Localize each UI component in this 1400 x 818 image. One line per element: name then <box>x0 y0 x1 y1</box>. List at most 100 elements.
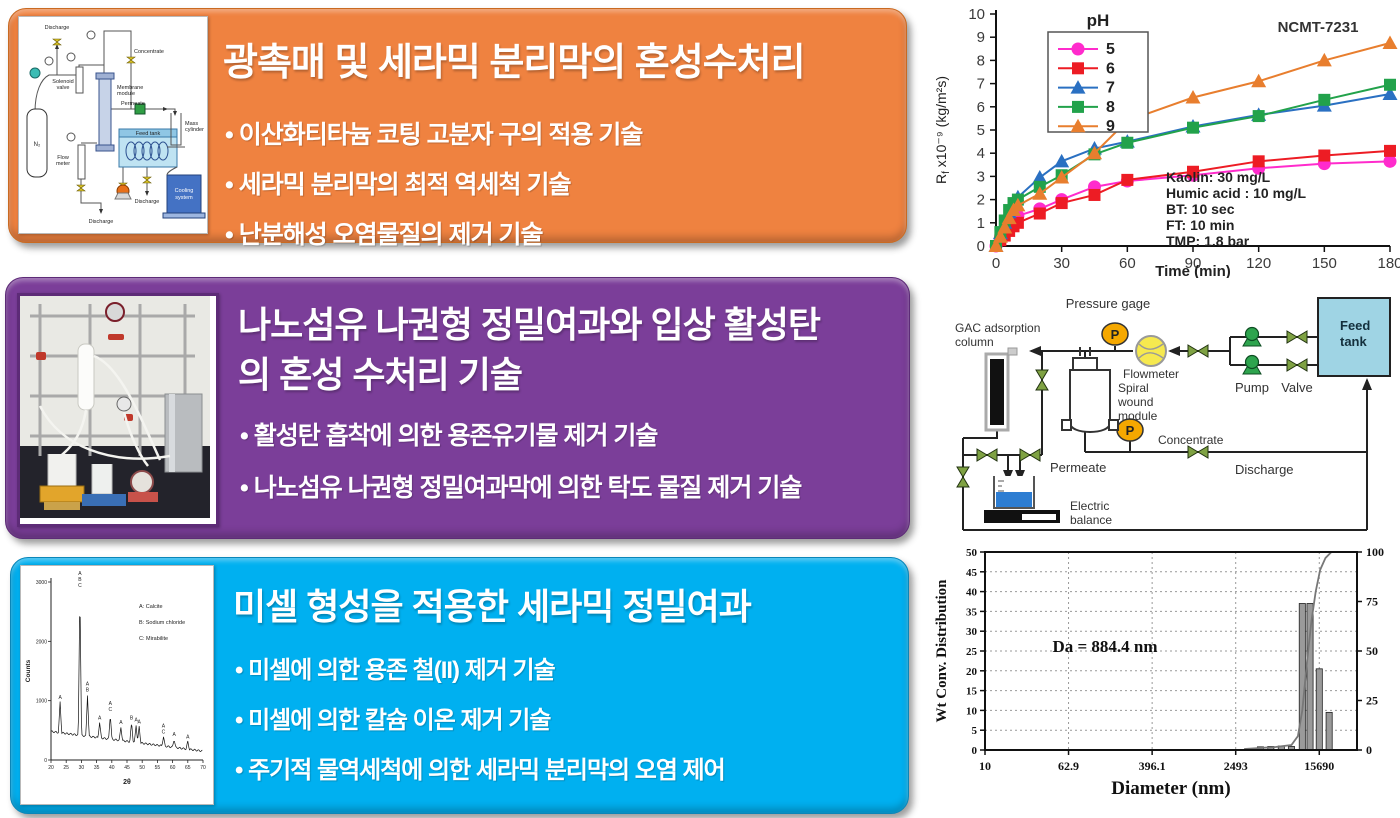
module-neck <box>1079 347 1091 356</box>
photo-filter-column <box>77 343 95 411</box>
balance-display <box>1022 514 1056 520</box>
svg-text:150: 150 <box>1312 255 1337 272</box>
svg-text:B: B <box>78 577 82 583</box>
xrd-trace <box>50 616 203 753</box>
flux-xlabel: Time (min) <box>1155 263 1231 278</box>
photo-gauge <box>105 302 125 322</box>
svg-text:30: 30 <box>79 765 85 771</box>
xrd-axes <box>50 578 203 761</box>
svg-text:120: 120 <box>1246 255 1271 272</box>
svg-text:75: 75 <box>1366 595 1378 609</box>
photo-steel-highlight <box>169 394 175 472</box>
svg-text:396.1: 396.1 <box>1139 759 1166 773</box>
flux-chart: 0 1 2 3 4 5 6 7 8 9 10 0 30 60 90 120 150 180 Time (min) Rf… <box>933 6 1400 280</box>
svg-text:B: B <box>86 688 90 694</box>
label-mass-2: cylinder <box>185 127 204 133</box>
label-solenoid-1: Solenoid <box>52 79 73 85</box>
membrane-cap-top <box>95 72 115 80</box>
svg-text:C: C <box>162 730 166 736</box>
photo-beaker-2 <box>91 464 113 495</box>
label-feed-tank: Feed tank <box>136 131 161 137</box>
bullet-list: 미셀에 의한 용존 철(II) 제거 기술 미셀에 의한 칼슘 이온 제거 기술… <box>235 650 726 785</box>
bullet-item: 세라믹 분리막의 최적 역세척 기술 <box>225 165 642 201</box>
flux-ticks: 0 1 2 3 4 5 6 7 8 9 10 0 30 60 90 120 150 180 <box>968 6 1400 272</box>
module-body <box>1069 369 1111 433</box>
flowmeter-marks <box>1138 343 1164 359</box>
svg-text:Humic acid : 10 mg/L: Humic acid : 10 mg/L <box>1166 185 1306 201</box>
bullet-item: 난분해성 오염물질의 제거 기술 <box>225 215 642 251</box>
svg-text:25: 25 <box>1366 694 1378 708</box>
gauge-small-4 <box>66 132 76 142</box>
xrd-xlabel: 2θ <box>123 779 131 786</box>
svg-text:60: 60 <box>1119 255 1136 272</box>
svg-text:30: 30 <box>1053 255 1070 272</box>
svg-text:A: A <box>162 724 166 730</box>
svg-text:20: 20 <box>48 765 54 771</box>
photo-beaker-1 <box>47 454 77 487</box>
svg-text:5: 5 <box>1106 41 1115 58</box>
xrd-ticks: 0 1000 2000 3000 20 25 30 35 40 45 50 55 60 65 70 <box>36 580 206 771</box>
svg-text:8: 8 <box>977 52 985 69</box>
svg-text:8: 8 <box>1106 99 1115 116</box>
svg-text:180: 180 <box>1377 255 1400 272</box>
label-flow-1: Flow <box>57 155 69 161</box>
svg-text:C: C <box>78 583 82 589</box>
svg-text:A: A <box>186 734 190 740</box>
mini-process-diagram: N₂ <box>26 25 206 225</box>
flux-chart-figure: 0 1 2 3 4 5 6 7 8 9 10 0 30 60 90 120 150 180 Time (min) Rf… <box>930 0 1400 280</box>
svg-text:1: 1 <box>977 215 985 232</box>
label-n2: N₂ <box>34 142 41 148</box>
svg-text:30: 30 <box>966 626 978 638</box>
label-balance-2: balance <box>1070 513 1112 527</box>
label-concentrate: Concentrate <box>134 49 164 55</box>
svg-text:10: 10 <box>968 6 985 23</box>
process-diagram-figure: Feed tank Pump Valve Flowmeter P Pressur… <box>930 280 1400 536</box>
label-concentrate: Concentrate <box>1158 433 1224 447</box>
flowmeter <box>1135 335 1167 367</box>
label-p2: P <box>1126 423 1135 438</box>
label-permeate: Permeate <box>121 101 145 107</box>
label-discharge-bottom: Discharge <box>89 219 114 225</box>
module-cap <box>1072 357 1098 370</box>
bullet-item: 미셀에 의한 칼슘 이온 제거 기술 <box>235 700 725 735</box>
bullet-list: 이산화티타늄 코팅 고분자 구의 적용 기술 세라믹 분리막의 최적 역세척 기… <box>225 115 644 251</box>
label-gac-2: column <box>955 335 994 349</box>
svg-text:2493: 2493 <box>1224 759 1248 773</box>
bullet-item: 이산화티타늄 코팅 고분자 구의 적용 기술 <box>225 115 644 151</box>
svg-text:A: A <box>137 719 141 725</box>
label-feed-2: tank <box>1340 334 1368 349</box>
n2-cylinder <box>26 108 48 178</box>
psd-ticks: 0 5 10 15 20 25 30 35 40 45 50 0 25 50 75 100 10 62.9 396.… <box>966 545 1384 773</box>
process-diagram: Feed tank Pump Valve Flowmeter P Pressur… <box>955 296 1391 531</box>
psd-bars <box>1256 603 1333 751</box>
psd-xlabel: Diameter (nm) <box>1111 778 1230 799</box>
photo-stirrer <box>39 485 85 503</box>
label-p1: P <box>1111 327 1120 342</box>
cooling-pipe <box>166 166 178 176</box>
label-permeate: Permeate <box>1050 460 1106 475</box>
svg-text:0: 0 <box>1366 743 1372 757</box>
svg-text:B: Sodium chloride: B: Sodium chloride <box>139 620 185 626</box>
flux-series-pH9 <box>988 35 1398 252</box>
flux-corner-label: NCMT-7231 <box>1278 19 1359 36</box>
flow-meter <box>77 144 86 180</box>
svg-text:62.9: 62.9 <box>1058 759 1079 773</box>
pump-1 <box>1242 326 1262 347</box>
svg-text:45: 45 <box>966 567 978 579</box>
svg-text:100: 100 <box>1366 545 1384 559</box>
psd-chart-figure: 0 5 10 15 20 25 30 35 40 45 50 0 25 50 75 100 10 62.9 396.… <box>930 540 1400 818</box>
photo-cloth <box>82 494 126 506</box>
svg-text:50: 50 <box>966 547 978 559</box>
cooling-base <box>162 212 206 219</box>
label-balance-1: Electric <box>1070 499 1109 513</box>
label-cooling-2: system <box>175 195 193 201</box>
cooling-system <box>166 174 202 214</box>
svg-text:5: 5 <box>972 725 978 737</box>
mini-pump-base <box>114 192 132 200</box>
svg-text:2000: 2000 <box>36 639 47 645</box>
psd-chart: 0 5 10 15 20 25 30 35 40 45 50 0 25 50 75 100 10 62.9 396.… <box>934 545 1384 799</box>
svg-text:1000: 1000 <box>36 699 47 705</box>
svg-text:70: 70 <box>200 765 206 771</box>
label-pressure-gage: Pressure gage <box>1066 296 1151 311</box>
